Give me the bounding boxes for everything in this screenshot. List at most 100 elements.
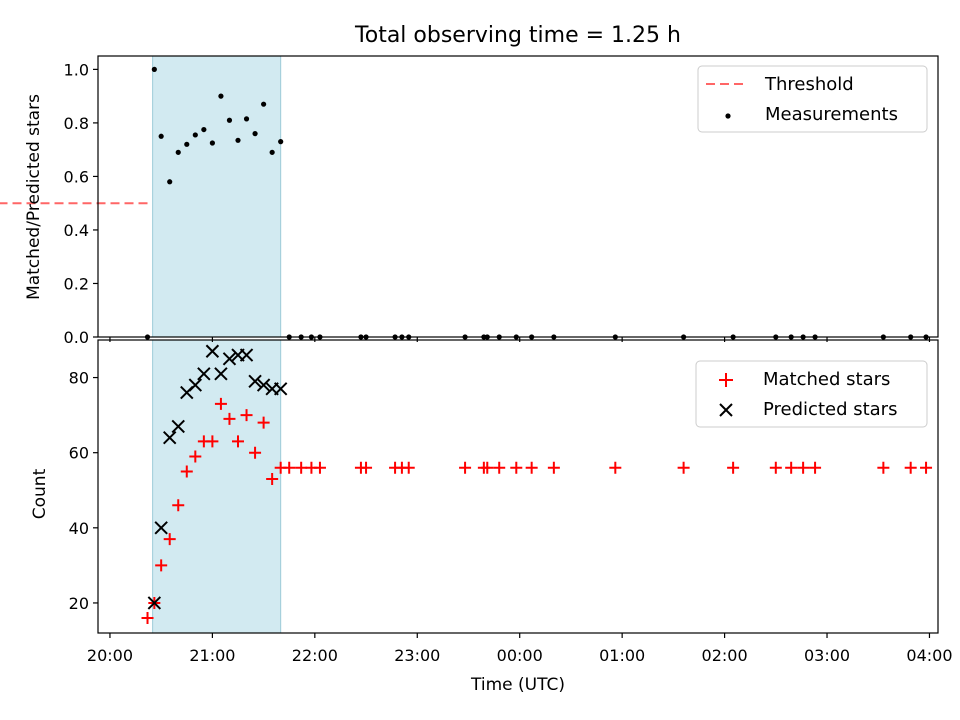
measurement-point [209, 140, 215, 146]
matched-stars-point [727, 461, 740, 474]
matched-stars-point [510, 461, 523, 474]
bottom-y-tick-label: 20 [69, 594, 89, 613]
top-y-tick-label: 0.4 [64, 221, 89, 240]
matched-stars-point [223, 412, 236, 425]
top-y-axis-label: Matched/Predicted stars [24, 94, 44, 300]
predicted-stars-point [197, 367, 211, 381]
top-y-tick-label: 0.6 [64, 167, 89, 186]
legend-predicted-swatch [719, 403, 733, 417]
predicted-stars-point [147, 596, 162, 610]
matched-stars-point [547, 461, 560, 474]
measurement-point [243, 116, 250, 122]
matched-stars-point [797, 461, 810, 474]
predicted-stars-point [239, 348, 254, 362]
matched-stars-point [257, 416, 270, 429]
matched-stars-point [677, 461, 690, 474]
matched-stars-point [360, 461, 373, 474]
matched-stars-point [240, 409, 253, 422]
predicted-stars-point [171, 419, 185, 434]
top-legend: Threshold Measurements [697, 65, 928, 133]
bottom-y-tick-label: 80 [69, 369, 89, 388]
matched-stars-point [214, 397, 227, 410]
legend-measurements-swatch [725, 113, 731, 119]
matched-stars-point [232, 435, 244, 448]
predicted-stars-point [154, 521, 168, 535]
x-tick-label: 20:00 [87, 646, 133, 665]
matched-stars-point [141, 611, 154, 624]
measurement-point [167, 179, 173, 185]
data-layer [0, 66, 933, 624]
matched-stars-point [525, 461, 538, 474]
measurement-point [151, 66, 157, 72]
matched-stars-point [459, 461, 472, 474]
measurement-point [235, 137, 241, 143]
measurement-point [278, 139, 284, 145]
x-tick-label: 03:00 [804, 646, 850, 665]
top-legend-box [697, 65, 928, 133]
matched-stars-point [609, 461, 622, 474]
x-tick-label: 00:00 [497, 646, 543, 665]
matched-stars-point [481, 461, 494, 474]
legends-layer: Threshold Measurements Matched stars Pre… [695, 65, 928, 428]
predicted-stars-point [222, 352, 237, 366]
top-axes-frame [97, 55, 939, 338]
bottom-y-axis-label: Count [30, 468, 50, 519]
predicted-stars-point [214, 367, 228, 381]
chart-title: Total observing time = 1.25 h [354, 23, 681, 48]
top-y-tick-label: 0.0 [64, 328, 89, 347]
matched-stars-point [769, 461, 782, 474]
bottom-legend: Matched stars Predicted stars [695, 360, 928, 428]
matched-stars-point [402, 461, 415, 474]
predicted-stars-point [205, 344, 220, 358]
predicted-stars-point [248, 374, 262, 389]
measurement-point [252, 131, 258, 137]
matched-stars-point [206, 435, 219, 448]
predicted-stars-point [256, 378, 271, 392]
legend-predicted-label: Predicted stars [763, 399, 897, 420]
matched-stars-point [295, 461, 308, 474]
matched-stars-point [155, 559, 168, 572]
x-tick-label: 23:00 [394, 646, 440, 665]
x-tick-label: 22:00 [292, 646, 338, 665]
matched-stars-point [249, 446, 262, 459]
x-tick-label: 04:00 [906, 646, 952, 665]
background-layer [152, 55, 282, 634]
measurement-point [192, 132, 198, 138]
matched-stars-point [283, 461, 296, 474]
bottom-axes-frame [97, 339, 939, 634]
measurement-point [175, 149, 181, 155]
matched-stars-point [189, 450, 202, 463]
matched-stars-point [172, 499, 185, 512]
matched-stars-point [920, 461, 933, 474]
x-tick-label: 02:00 [702, 646, 748, 665]
predicted-stars-point [162, 430, 177, 445]
legend-measurements-label: Measurements [765, 104, 898, 125]
predicted-stars-point [188, 378, 203, 392]
matched-stars-point [266, 472, 279, 485]
measurement-point [201, 126, 207, 133]
predicted-stars-point [273, 382, 288, 396]
top-y-tick-label: 0.8 [64, 114, 89, 133]
matched-stars-point [877, 461, 890, 474]
matched-stars-point [809, 461, 822, 474]
measurement-point [269, 149, 275, 155]
top-y-tick-label: 1.0 [64, 60, 89, 79]
bottom-y-tick-label: 40 [69, 519, 89, 538]
legend-threshold-label: Threshold [764, 74, 854, 95]
matched-stars-point [163, 533, 176, 546]
matched-stars-point [313, 461, 326, 474]
bottom-y-tick-label: 60 [69, 444, 89, 463]
matched-stars-point [785, 461, 798, 474]
x-tick-label: 21:00 [189, 646, 235, 665]
measurement-point [218, 93, 224, 99]
legend-matched-swatch [719, 373, 733, 387]
matched-stars-point [493, 461, 506, 474]
x-tick-label: 01:00 [599, 646, 645, 665]
matched-stars-point [904, 461, 917, 474]
top-observing-window [152, 55, 282, 338]
top-y-tick-label: 0.2 [64, 274, 89, 293]
measurement-point [226, 117, 233, 123]
axes-layer: 0.0 0.2 0.4 0.6 0.8 1.0 20 40 60 80 20:00 21:00 22:0… [64, 55, 953, 665]
x-axis-label: Time (UTC) [470, 675, 565, 695]
